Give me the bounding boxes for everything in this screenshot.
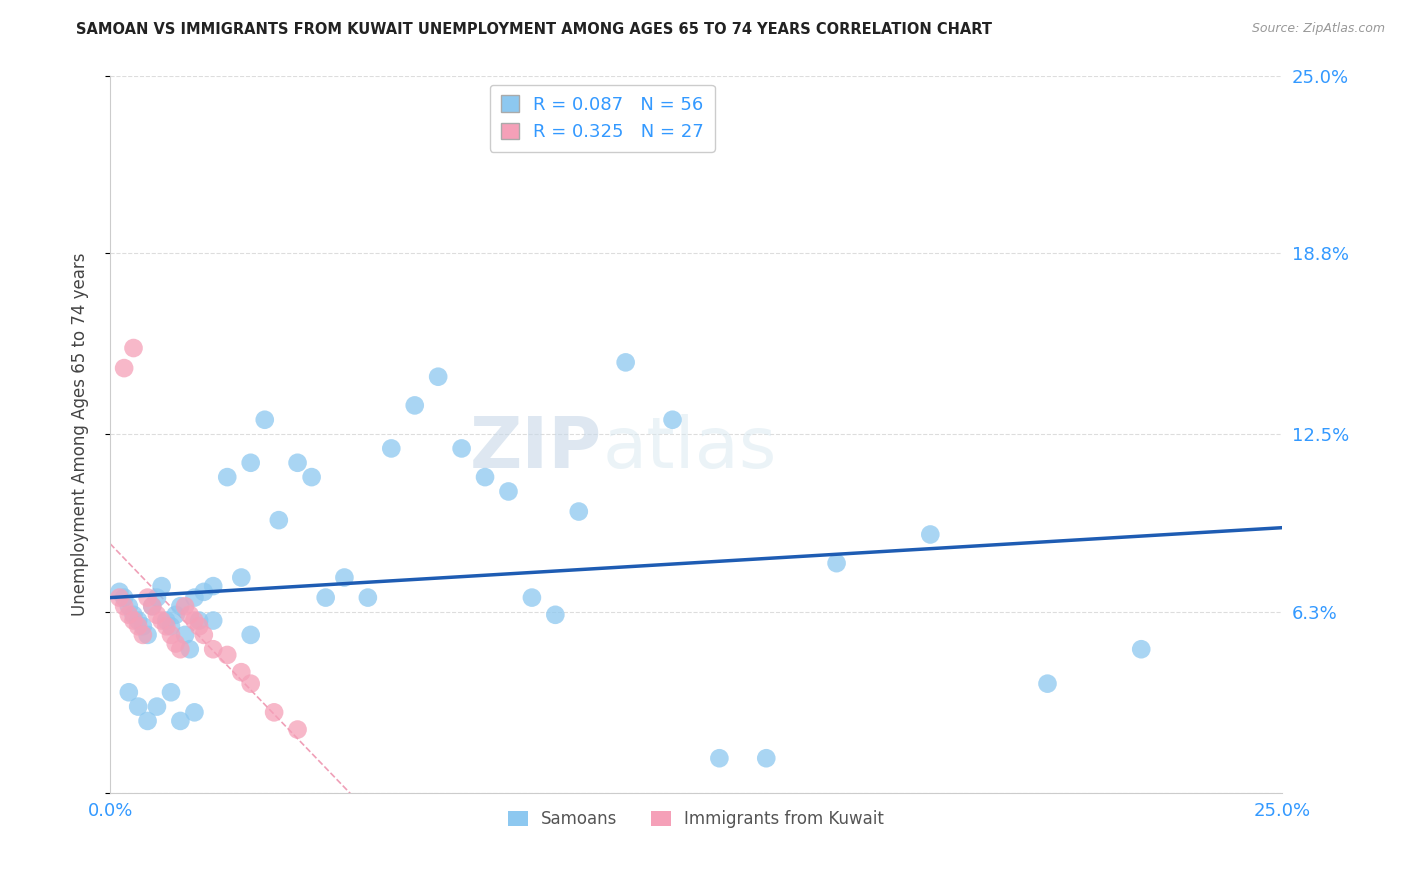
Point	[450, 442, 472, 456]
Point	[568, 504, 591, 518]
Point	[427, 369, 450, 384]
Point	[132, 628, 155, 642]
Point	[179, 642, 201, 657]
Point	[183, 706, 205, 720]
Point	[183, 614, 205, 628]
Point	[755, 751, 778, 765]
Point	[169, 599, 191, 614]
Point	[1130, 642, 1153, 657]
Point	[118, 599, 141, 614]
Point	[474, 470, 496, 484]
Point	[165, 607, 187, 622]
Point	[127, 614, 149, 628]
Point	[217, 648, 239, 662]
Point	[136, 714, 159, 728]
Point	[122, 341, 145, 355]
Point	[614, 355, 637, 369]
Point	[183, 591, 205, 605]
Point	[112, 361, 135, 376]
Point	[239, 676, 262, 690]
Point	[118, 685, 141, 699]
Text: ZIP: ZIP	[470, 414, 602, 483]
Point	[193, 628, 215, 642]
Point	[174, 628, 197, 642]
Point	[146, 607, 169, 622]
Point	[169, 714, 191, 728]
Text: SAMOAN VS IMMIGRANTS FROM KUWAIT UNEMPLOYMENT AMONG AGES 65 TO 74 YEARS CORRELAT: SAMOAN VS IMMIGRANTS FROM KUWAIT UNEMPLO…	[76, 22, 993, 37]
Point	[160, 685, 183, 699]
Point	[315, 591, 337, 605]
Point	[661, 413, 683, 427]
Point	[141, 599, 163, 614]
Point	[498, 484, 520, 499]
Point	[136, 591, 159, 605]
Legend: Samoans, Immigrants from Kuwait: Samoans, Immigrants from Kuwait	[501, 803, 891, 835]
Point	[239, 456, 262, 470]
Point	[160, 628, 183, 642]
Point	[122, 607, 145, 622]
Point	[141, 599, 163, 614]
Point	[169, 642, 191, 657]
Point	[202, 614, 225, 628]
Point	[136, 628, 159, 642]
Point	[118, 607, 141, 622]
Point	[150, 614, 173, 628]
Point	[150, 579, 173, 593]
Point	[544, 607, 567, 622]
Text: atlas: atlas	[602, 414, 776, 483]
Point	[287, 456, 309, 470]
Point	[253, 413, 276, 427]
Point	[188, 614, 211, 628]
Point	[920, 527, 942, 541]
Point	[263, 706, 285, 720]
Point	[709, 751, 731, 765]
Point	[217, 470, 239, 484]
Y-axis label: Unemployment Among Ages 65 to 74 years: Unemployment Among Ages 65 to 74 years	[72, 252, 89, 615]
Point	[202, 579, 225, 593]
Point	[287, 723, 309, 737]
Point	[179, 607, 201, 622]
Point	[520, 591, 543, 605]
Point	[112, 591, 135, 605]
Point	[267, 513, 290, 527]
Point	[127, 619, 149, 633]
Point	[146, 591, 169, 605]
Point	[357, 591, 380, 605]
Point	[1036, 676, 1059, 690]
Point	[202, 642, 225, 657]
Point	[108, 591, 131, 605]
Point	[188, 619, 211, 633]
Point	[155, 614, 177, 628]
Point	[825, 556, 848, 570]
Point	[155, 619, 177, 633]
Point	[108, 585, 131, 599]
Point	[112, 599, 135, 614]
Point	[165, 636, 187, 650]
Point	[231, 570, 253, 584]
Point	[127, 699, 149, 714]
Point	[333, 570, 356, 584]
Point	[404, 398, 426, 412]
Point	[122, 614, 145, 628]
Point	[146, 699, 169, 714]
Point	[174, 599, 197, 614]
Point	[380, 442, 402, 456]
Point	[160, 619, 183, 633]
Point	[132, 619, 155, 633]
Point	[231, 665, 253, 680]
Point	[301, 470, 323, 484]
Point	[193, 585, 215, 599]
Point	[239, 628, 262, 642]
Text: Source: ZipAtlas.com: Source: ZipAtlas.com	[1251, 22, 1385, 36]
